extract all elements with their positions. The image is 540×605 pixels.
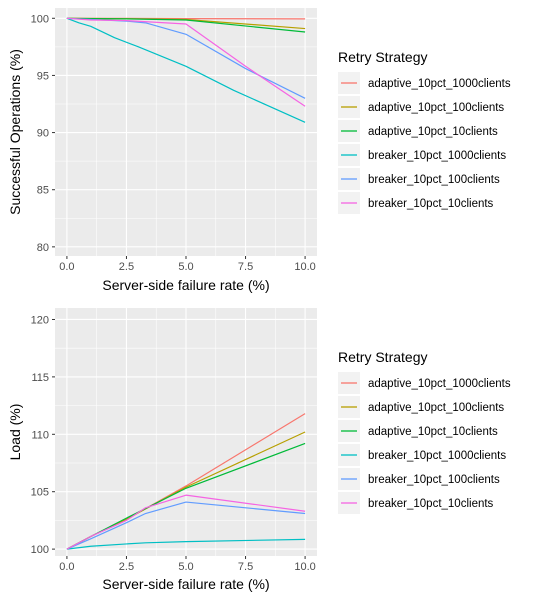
y-tick-label: 110 bbox=[31, 429, 49, 441]
y-axis-title: Successful Operations (%) bbox=[7, 49, 23, 215]
x-tick-label: 0.0 bbox=[59, 261, 74, 273]
legend-label-adaptive_10pct_1000clients: adaptive_10pct_1000clients bbox=[368, 378, 511, 390]
chart-load: 0.0 2.5 5.0 7.5 10.0 100 105 110 115 120 Server-si… bbox=[7, 308, 511, 592]
legend-title: Retry Strategy bbox=[338, 349, 427, 365]
legend-label-breaker_10pct_10clients: breaker_10pct_10clients bbox=[368, 198, 494, 210]
series-line-breaker_10pct_100clients bbox=[66, 501, 306, 550]
legend-title: Retry Strategy bbox=[338, 49, 427, 65]
y-tick-label: 105 bbox=[31, 487, 49, 499]
grid bbox=[55, 8, 317, 256]
x-tick-label: 7.5 bbox=[238, 261, 253, 273]
axes: 0.0 2.5 5.0 7.5 10.0 100 105 110 115 120 bbox=[31, 314, 316, 573]
series-lines bbox=[66, 413, 306, 550]
series-line-breaker_10pct_1000clients bbox=[66, 538, 306, 550]
y-tick-label: 120 bbox=[31, 314, 49, 326]
legend-label-adaptive_10pct_10clients: adaptive_10pct_10clients bbox=[368, 126, 498, 138]
series-lines bbox=[66, 17, 306, 123]
x-tick-label: 7.5 bbox=[238, 561, 253, 573]
legend-label-breaker_10pct_1000clients: breaker_10pct_1000clients bbox=[368, 150, 506, 162]
x-tick-label: 5.0 bbox=[178, 261, 193, 273]
grid bbox=[55, 308, 317, 556]
chart-successful-operations: 0.0 2.5 5.0 7.5 10.0 80 85 90 95 100 Server-side f… bbox=[7, 8, 511, 293]
y-tick-label: 100 bbox=[31, 544, 49, 556]
y-tick-label: 80 bbox=[37, 242, 49, 254]
x-tick-label: 10.0 bbox=[294, 261, 315, 273]
legend-label-adaptive_10pct_100clients: adaptive_10pct_100clients bbox=[368, 102, 504, 114]
legend-label-adaptive_10pct_1000clients: adaptive_10pct_1000clients bbox=[368, 78, 511, 90]
axes: 0.0 2.5 5.0 7.5 10.0 80 85 90 95 100 bbox=[31, 13, 316, 273]
y-axis-title: Load (%) bbox=[7, 404, 23, 461]
legend: Retry Strategy adaptive_10pct_1000clients… bbox=[338, 349, 511, 514]
x-tick-label: 10.0 bbox=[294, 561, 315, 573]
y-tick-label: 90 bbox=[37, 128, 49, 140]
y-tick-label: 100 bbox=[31, 13, 49, 25]
x-tick-label: 2.5 bbox=[119, 261, 134, 273]
legend-label-breaker_10pct_100clients: breaker_10pct_100clients bbox=[368, 174, 500, 186]
legend-label-adaptive_10pct_10clients: adaptive_10pct_10clients bbox=[368, 426, 498, 438]
series-line-breaker_10pct_1000clients bbox=[66, 17, 306, 123]
series-line-breaker_10pct_10clients bbox=[66, 17, 306, 107]
x-tick-label: 2.5 bbox=[119, 561, 134, 573]
series-line-breaker_10pct_10clients bbox=[66, 494, 306, 550]
x-tick-label: 0.0 bbox=[59, 561, 74, 573]
y-tick-label: 115 bbox=[31, 372, 49, 384]
x-tick-label: 5.0 bbox=[178, 561, 193, 573]
y-tick-label: 95 bbox=[37, 70, 49, 82]
legend-label-breaker_10pct_10clients: breaker_10pct_10clients bbox=[368, 498, 494, 510]
x-axis-title: Server-side failure rate (%) bbox=[102, 277, 269, 293]
legend-label-adaptive_10pct_100clients: adaptive_10pct_100clients bbox=[368, 402, 504, 414]
x-axis-title: Server-side failure rate (%) bbox=[102, 576, 269, 592]
legend: Retry Strategy adaptive_10pct_1000clients… bbox=[338, 49, 511, 214]
legend-label-breaker_10pct_1000clients: breaker_10pct_1000clients bbox=[368, 450, 506, 462]
legend-label-breaker_10pct_100clients: breaker_10pct_100clients bbox=[368, 474, 500, 486]
y-tick-label: 85 bbox=[37, 185, 49, 197]
